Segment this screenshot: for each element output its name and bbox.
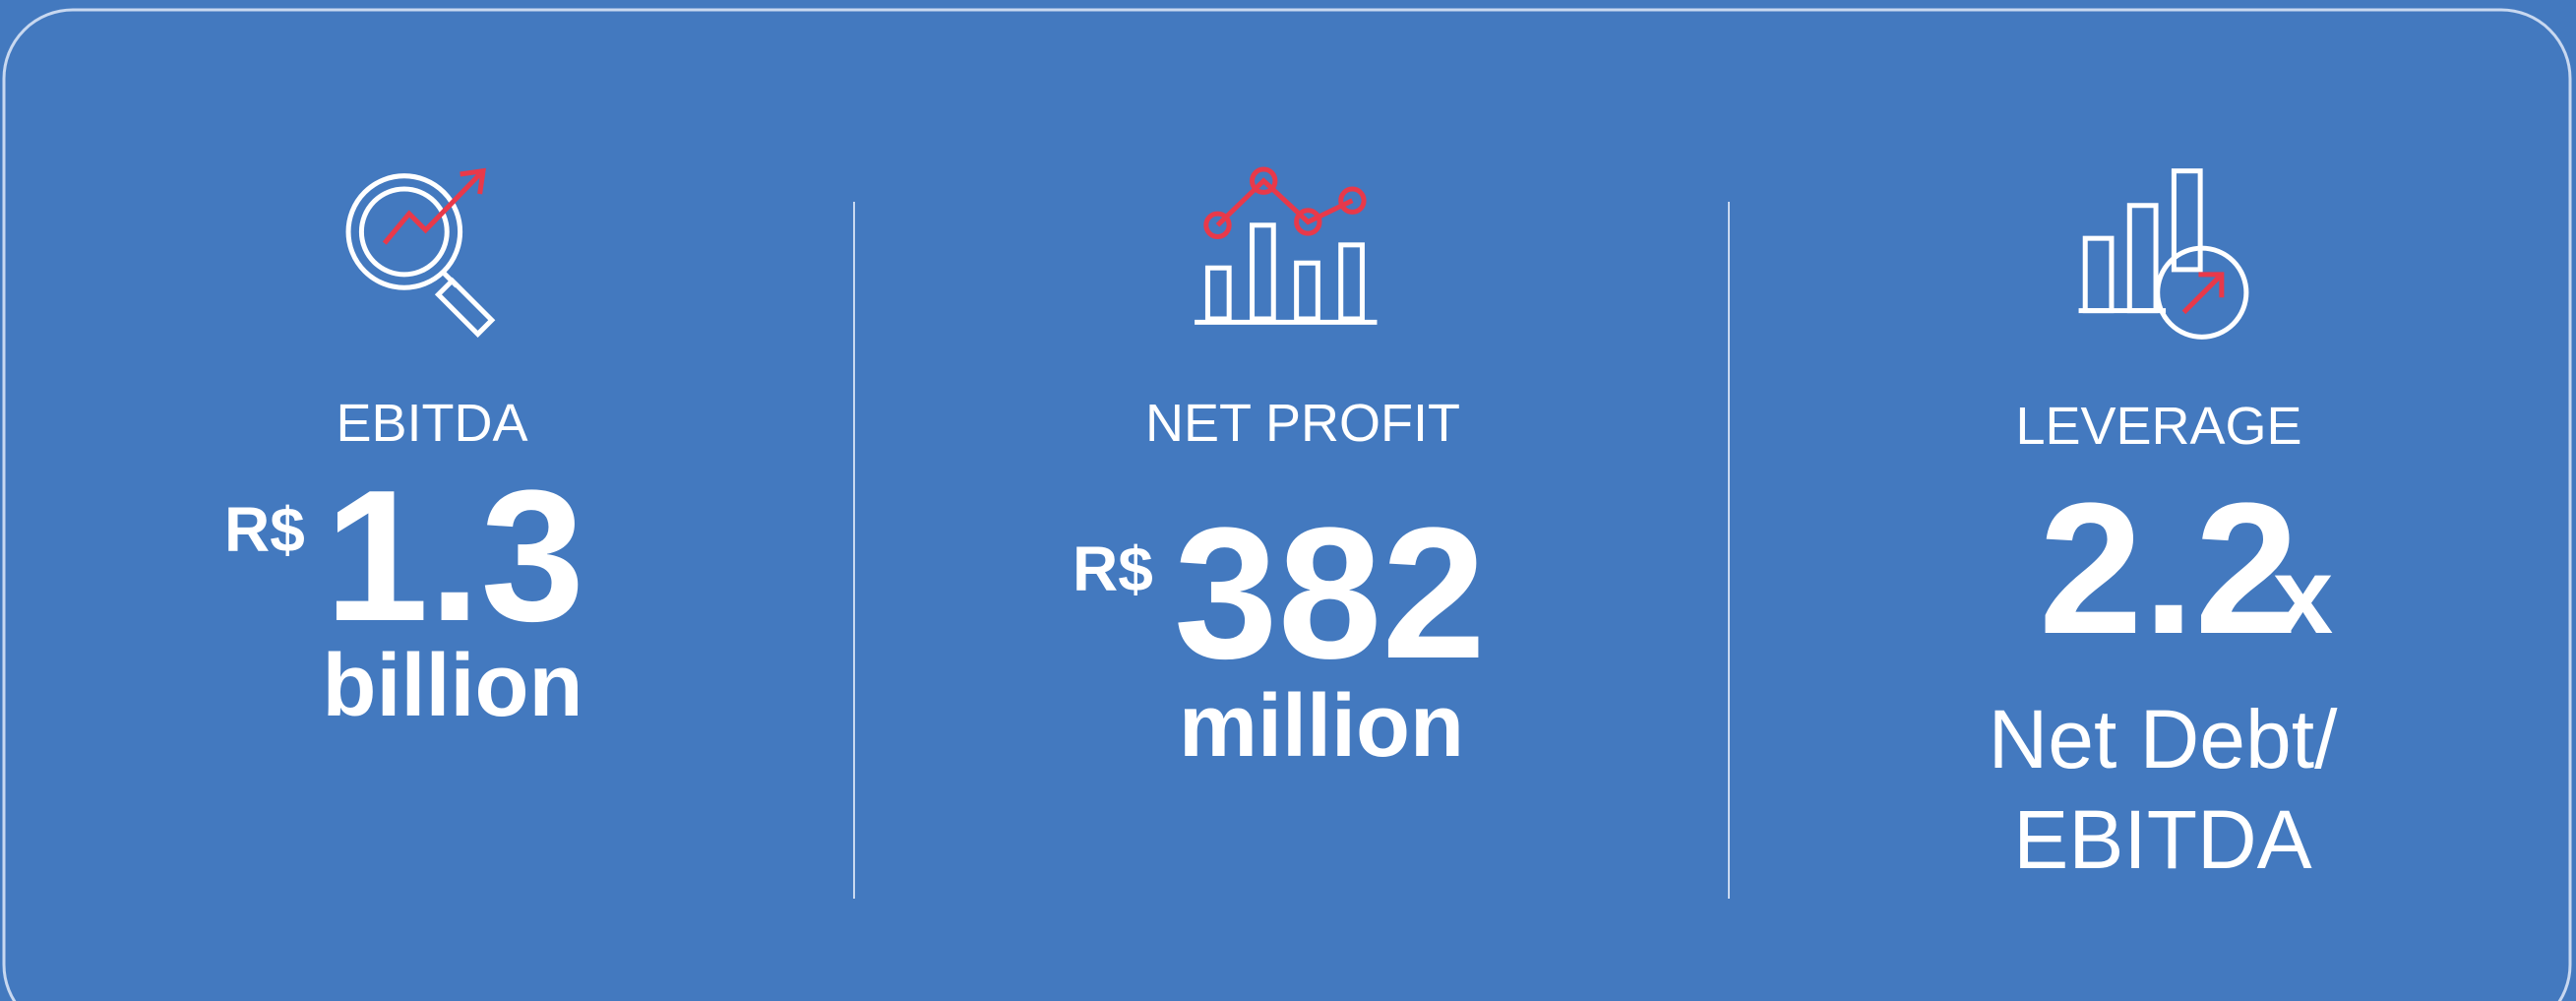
icon-bar-growth xyxy=(2078,168,2249,340)
icon-bar-line xyxy=(1195,166,1378,325)
currency: R$ xyxy=(224,494,305,565)
value: 2.2 xyxy=(2039,465,2299,673)
unit: billion xyxy=(323,637,583,735)
panel xyxy=(2,8,2572,1001)
suffix: x xyxy=(2273,535,2333,657)
icon-magnifier xyxy=(345,167,496,338)
card-label: NET PROFIT xyxy=(1145,394,1460,453)
value: 382 xyxy=(1174,489,1486,698)
currency: R$ xyxy=(1073,533,1153,604)
value: 1.3 xyxy=(325,452,584,660)
card-label: EBITDA xyxy=(336,394,527,453)
unit: million xyxy=(1179,677,1464,776)
note: Net Debt/ xyxy=(1989,693,2338,785)
note: EBITDA xyxy=(2013,793,2311,886)
card-label: LEVERAGE xyxy=(2015,397,2301,456)
